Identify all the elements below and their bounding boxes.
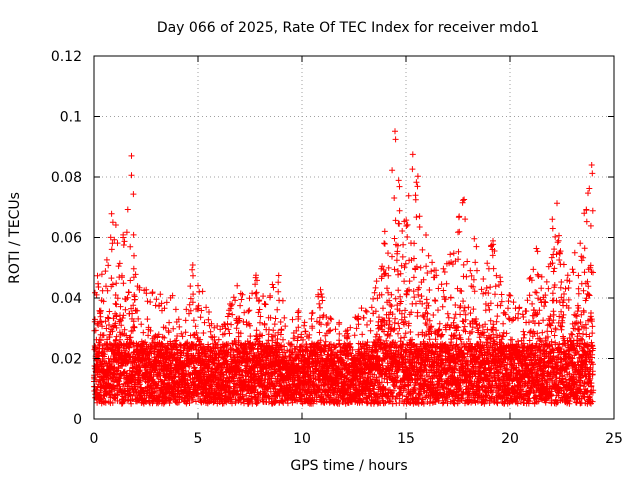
- y-axis-label: ROTI / TECUs: [7, 192, 23, 284]
- chart-title: Day 066 of 2025, Rate Of TEC Index for r…: [157, 20, 539, 36]
- y-tick-label: 0.1: [60, 110, 82, 126]
- y-tick-label: 0.04: [51, 291, 82, 307]
- x-tick-label: 10: [293, 431, 311, 447]
- y-tick-label: 0.02: [51, 352, 82, 368]
- x-tick-label: 0: [90, 431, 99, 447]
- data-points: [91, 128, 597, 407]
- y-tick-label: 0.08: [51, 170, 82, 186]
- y-tick-label: 0.06: [51, 231, 82, 247]
- y-tick-labels: 0 0.02 0.04 0.06 0.08 0.1 0.12: [51, 49, 82, 428]
- y-tick-label: 0.12: [51, 49, 82, 65]
- x-tick-label: 20: [501, 431, 519, 447]
- x-axis-label: GPS time / hours: [290, 458, 407, 474]
- x-tick-label: 5: [194, 431, 203, 447]
- x-tick-label: 15: [397, 431, 415, 447]
- x-tick-labels: 0 5 10 15 20 25: [90, 431, 623, 447]
- axis-ticks: [93, 55, 615, 420]
- y-tick-label: 0: [73, 412, 82, 428]
- x-tick-label: 25: [605, 431, 623, 447]
- roti-series-markers: [91, 128, 597, 407]
